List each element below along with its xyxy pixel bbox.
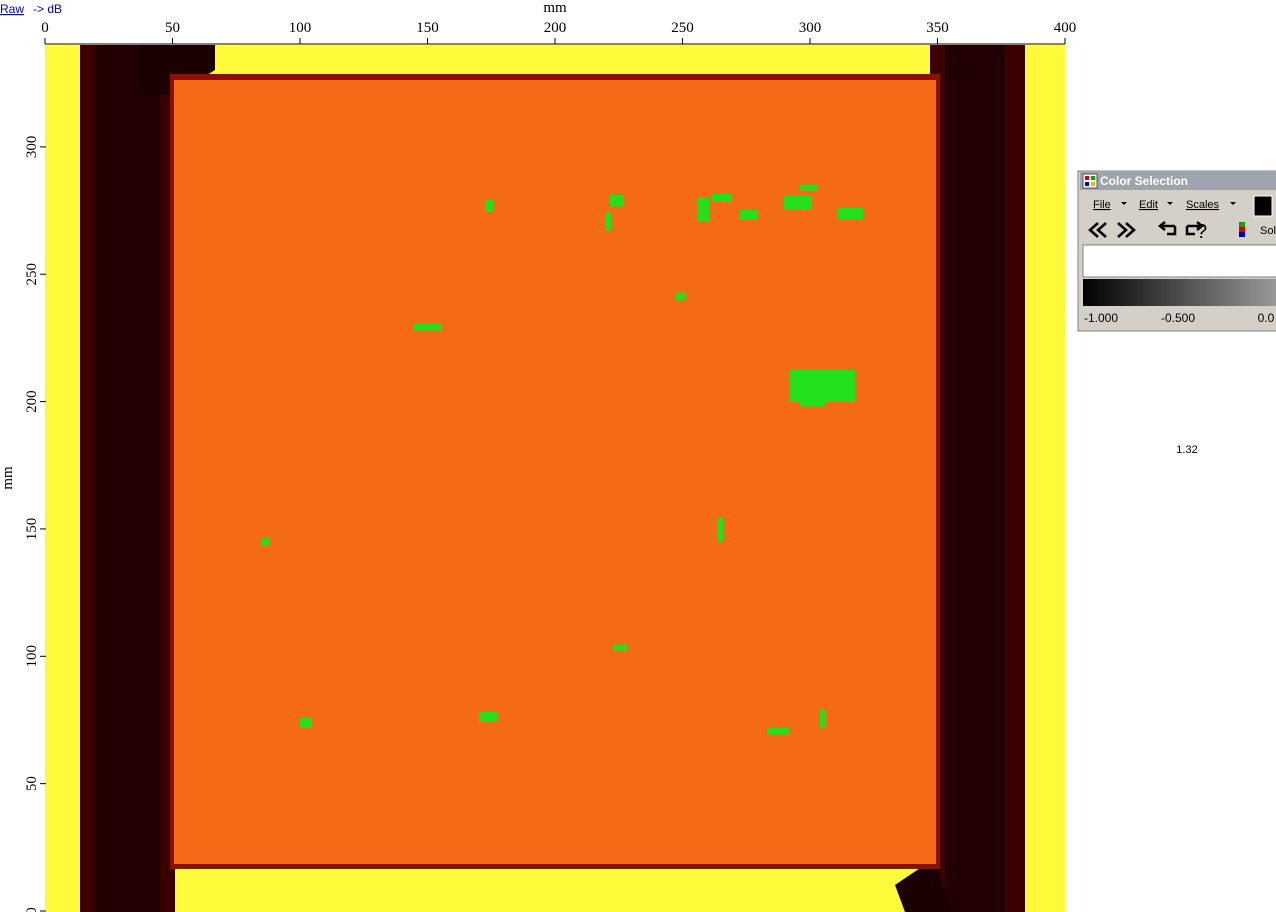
y-tick-label: 250 — [24, 263, 40, 286]
x-tick-label: 250 — [671, 20, 694, 36]
menu-arrow — [1230, 202, 1236, 205]
rewind-button[interactable] — [1088, 222, 1107, 238]
redo-button[interactable] — [1185, 221, 1205, 236]
mode-label: -> dB — [33, 2, 62, 16]
scale-label: 0.0 — [1258, 311, 1275, 325]
menu-item[interactable]: File — [1093, 199, 1111, 211]
forward-button[interactable] — [1117, 222, 1136, 238]
undo-button[interactable] — [1157, 221, 1177, 236]
x-tick-label: 150 — [416, 20, 439, 36]
axes: 0 50 100 150 200 250 300 350 400 0 50 100 150 200 250 3… — [24, 20, 1076, 912]
menu-arrow — [1121, 202, 1127, 205]
x-tick-label: 0 — [41, 20, 49, 36]
color-scale — [1083, 279, 1276, 306]
y-tick-label: 0 — [24, 907, 40, 912]
y-axis-label: mm — [0, 466, 16, 490]
x-tick-label: 200 — [544, 20, 567, 36]
readout: 1.32 — [1176, 444, 1197, 456]
y-tick-label: 300 — [24, 136, 40, 159]
menu-item[interactable]: Edit — [1139, 199, 1158, 211]
x-tick-label: 350 — [926, 20, 949, 36]
scale-label: -1.000 — [1084, 311, 1118, 325]
solid-label: Sol — [1260, 225, 1276, 237]
x-tick-label: 400 — [1054, 20, 1077, 36]
preview-box — [1082, 244, 1276, 278]
menu-arrow — [1167, 202, 1173, 205]
color-swatch[interactable] — [1253, 195, 1273, 217]
scale-label: -0.500 — [1161, 311, 1195, 325]
y-tick-label: 50 — [24, 776, 40, 791]
y-tick-label: 100 — [24, 645, 40, 668]
x-tick-label: 100 — [289, 20, 312, 36]
x-axis-label: mm — [543, 0, 567, 16]
x-tick-label: 50 — [165, 20, 180, 36]
x-tick-label: 300 — [799, 20, 822, 36]
help-button[interactable]: ? — [1196, 221, 1207, 243]
color-window: Color Selection File Edit Scales Sol ? -1.… — [1077, 170, 1276, 332]
window-title: Color Selection — [1100, 174, 1188, 188]
y-tick-label: 150 — [24, 518, 40, 541]
scan-image — [45, 45, 1065, 912]
y-tick-label: 200 — [24, 390, 40, 413]
menu-item[interactable]: Scales — [1186, 199, 1220, 211]
raw-link[interactable]: Raw — [0, 2, 24, 16]
